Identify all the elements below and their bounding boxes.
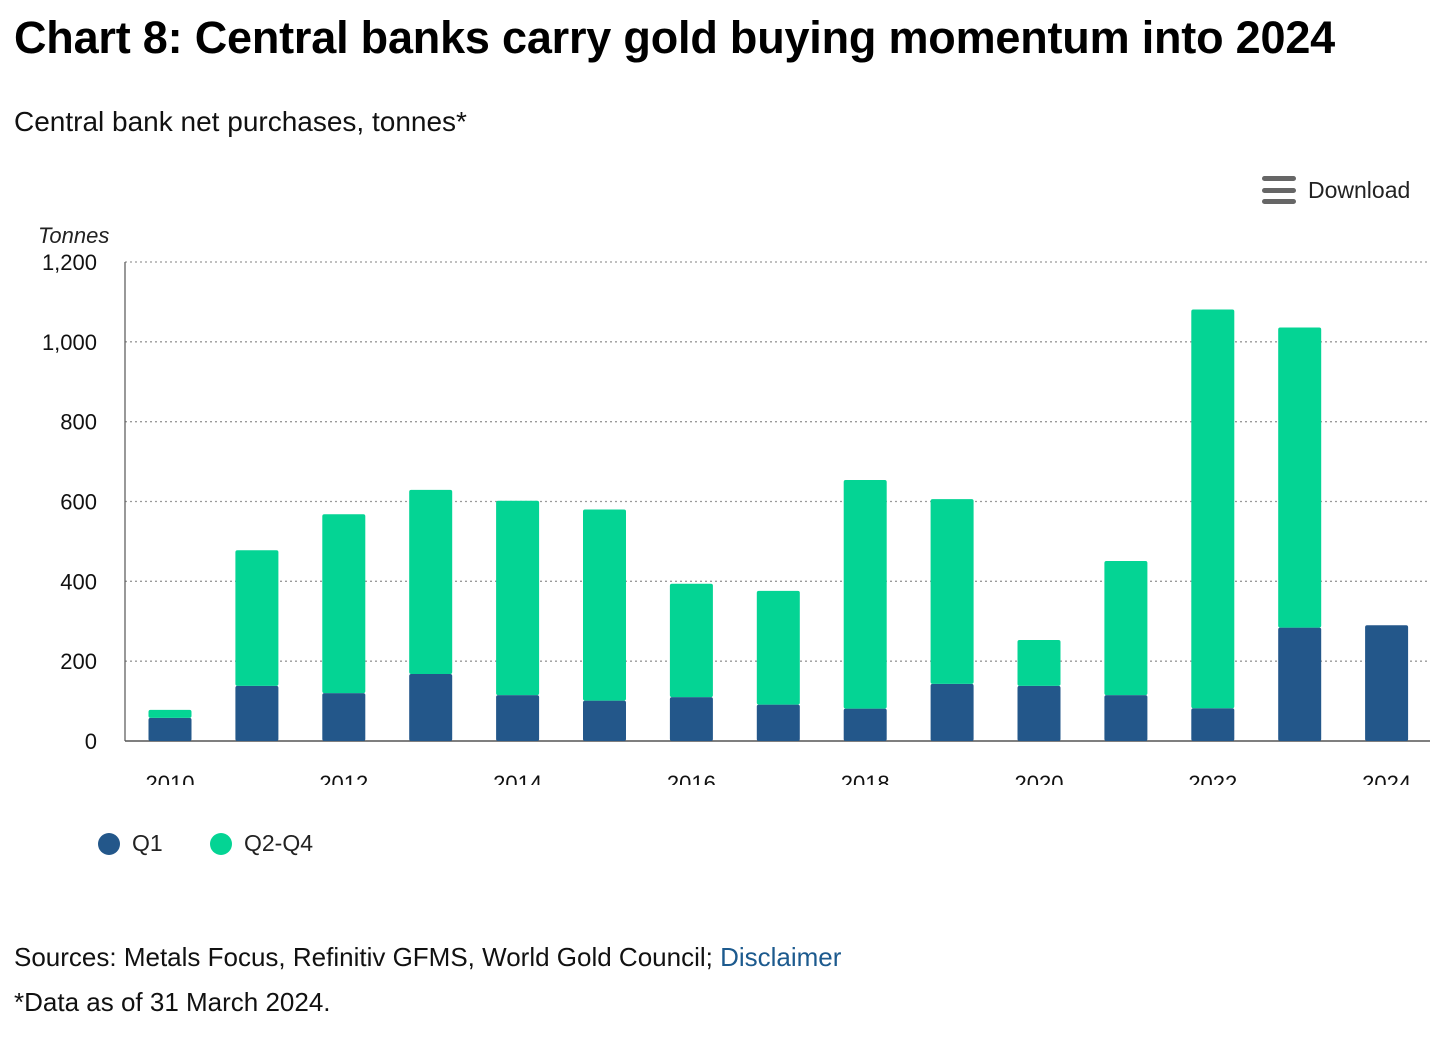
y-tick-label: 0	[85, 729, 97, 754]
legend-swatch-q1	[98, 832, 120, 855]
page-title: Chart 8: Central banks carry gold buying…	[14, 12, 1335, 63]
x-tick-label: 2016	[667, 771, 716, 785]
y-tick-label: 200	[60, 649, 97, 674]
legend-item-q2q4[interactable]: Q2-Q4	[210, 830, 313, 857]
bar-q1-2012	[322, 693, 366, 741]
bar-q1-2023	[1278, 627, 1322, 741]
bar-q2q4-2021	[1104, 560, 1148, 696]
bar-q1-2014	[496, 695, 540, 741]
y-axis-label: Tonnes	[38, 223, 109, 248]
chart-subtitle: Central bank net purchases, tonnes*	[14, 106, 467, 137]
legend-item-q1[interactable]: Q1	[98, 830, 163, 857]
bar-q2q4-2014	[496, 500, 540, 696]
x-tick-label: 2014	[493, 771, 542, 785]
x-tick-label: 2012	[319, 771, 368, 785]
bar-q2q4-2018	[843, 479, 887, 709]
sources-text: Sources: Metals Focus, Refinitiv GFMS, W…	[14, 942, 721, 972]
bar-q1-2021	[1104, 695, 1148, 741]
legend-swatch-q2q4	[210, 832, 232, 855]
bar-q2q4-2015	[583, 509, 626, 701]
bar-q1-2010	[148, 717, 192, 741]
x-tick-label: 2018	[841, 771, 890, 785]
bar-q1-2013	[409, 673, 453, 741]
bar-q1-2011	[235, 685, 279, 741]
bar-q1-2018	[843, 708, 887, 741]
bar-q2q4-2013	[409, 489, 453, 674]
y-tick-label: 400	[60, 569, 97, 594]
bar-chart: Tonnes 0 200 400 600 800 1,000 1,200 2010 2012 201…	[38, 223, 1430, 785]
legend-label-q1: Q1	[132, 830, 163, 856]
y-tick-label: 1,000	[42, 330, 97, 355]
bar-q1-2024	[1365, 625, 1409, 741]
bar-q2q4-2023	[1278, 327, 1322, 628]
bar-q2q4-2010	[148, 709, 192, 718]
bar-q1-2017	[756, 704, 800, 741]
bar-q2q4-2017	[756, 590, 800, 705]
y-tick-label: 1,200	[42, 250, 97, 275]
bar-q2q4-2022	[1191, 309, 1235, 709]
bar-q2q4-2020	[1017, 640, 1061, 686]
bar-q1-2016	[669, 697, 713, 741]
sources-note: Sources: Metals Focus, Refinitiv GFMS, W…	[14, 942, 841, 973]
legend-label-q2q4: Q2-Q4	[244, 830, 314, 856]
x-tick-label: 2022	[1188, 771, 1237, 785]
menu-icon	[1262, 176, 1296, 204]
x-tick-label: 2024	[1362, 771, 1411, 785]
disclaimer-link[interactable]: Disclaimer	[720, 942, 842, 972]
bar-q2q4-2016	[669, 583, 713, 698]
bar-q2q4-2011	[235, 550, 279, 686]
bar-q1-2022	[1191, 708, 1235, 741]
bar-q2q4-2012	[322, 514, 366, 694]
bar-q1-2019	[930, 683, 974, 741]
bar-q1-2020	[1017, 685, 1061, 741]
x-tick-label: 2020	[1015, 771, 1064, 785]
y-tick-label: 600	[60, 490, 97, 515]
y-tick-label: 800	[60, 410, 97, 435]
download-label: Download	[1308, 176, 1411, 203]
bar-q1-2015	[583, 700, 626, 741]
download-button[interactable]: Download	[1262, 176, 1410, 204]
x-tick-label: 2010	[146, 771, 195, 785]
data-date-note: *Data as of 31 March 2024.	[14, 987, 331, 1017]
bar-q2q4-2019	[930, 499, 974, 684]
